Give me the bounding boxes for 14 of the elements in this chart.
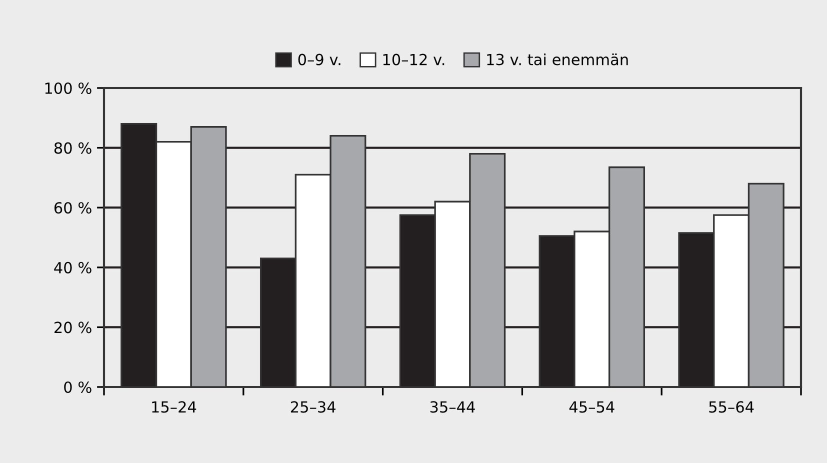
x-tick-label: 25–34 bbox=[290, 401, 336, 413]
x-tick-label: 55–64 bbox=[709, 401, 754, 413]
y-tick-label: 0 % bbox=[64, 381, 92, 394]
legend-label: 0–9 v. bbox=[298, 54, 340, 66]
y-tick-label: 60 % bbox=[54, 202, 92, 214]
x-tick-label: 15–24 bbox=[152, 401, 196, 413]
y-tick-label: 80 % bbox=[54, 142, 92, 154]
legend-label: 10–12 v. bbox=[383, 54, 444, 66]
x-tick-label: 35–44 bbox=[430, 401, 475, 413]
y-tick-label: 40 % bbox=[54, 262, 92, 274]
legend-label: 13 v. tai enemmän bbox=[487, 53, 628, 66]
y-tick-label: 100 % bbox=[45, 82, 92, 94]
y-tick-label: 20 % bbox=[54, 322, 92, 334]
x-tick-label: 45–54 bbox=[569, 401, 614, 413]
